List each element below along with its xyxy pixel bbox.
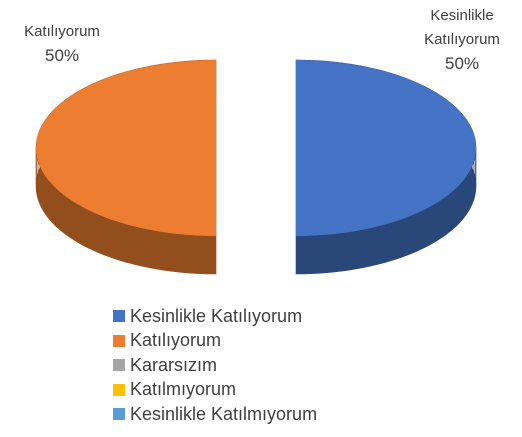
- data-label-category: Kesinlikle Katılıyorum: [424, 7, 500, 48]
- data-label-value: 50%: [44, 46, 80, 65]
- legend-item: Katılıyorum: [113, 329, 317, 354]
- legend-label: Kararsızım: [130, 354, 218, 375]
- legend-label: Kesinlikle Katılmıyorum: [130, 403, 318, 424]
- legend-label: Katılıyorum: [130, 330, 222, 351]
- data-label-value: 50%: [444, 54, 480, 73]
- legend-item: Kesinlikle Katılmıyorum: [113, 402, 317, 427]
- slice-top: [296, 60, 476, 236]
- legend-swatch: [113, 334, 125, 347]
- legend-swatch: [113, 383, 125, 396]
- legend-label: Kesinlikle Katılıyorum: [130, 305, 303, 326]
- pie-area: [35, 59, 477, 275]
- legend-item: Katılmıyorum: [113, 378, 317, 403]
- legend-item: Kararsızım: [113, 353, 317, 378]
- data-label: Katılıyorum 50%: [0, 20, 127, 68]
- data-label-category: Katılıyorum: [24, 23, 100, 40]
- slice-top: [36, 60, 216, 236]
- legend-swatch: [113, 359, 125, 372]
- legend-swatch: [113, 310, 125, 323]
- legend-swatch: [113, 408, 125, 421]
- legend-label: Katılmıyorum: [130, 379, 237, 400]
- legend-item: Kesinlikle Katılıyorum: [113, 304, 317, 329]
- data-label: Kesinlikle Katılıyorum 50%: [407, 4, 517, 76]
- legend: Kesinlikle Katılıyorum Katılıyorum Kararsı…: [113, 304, 317, 427]
